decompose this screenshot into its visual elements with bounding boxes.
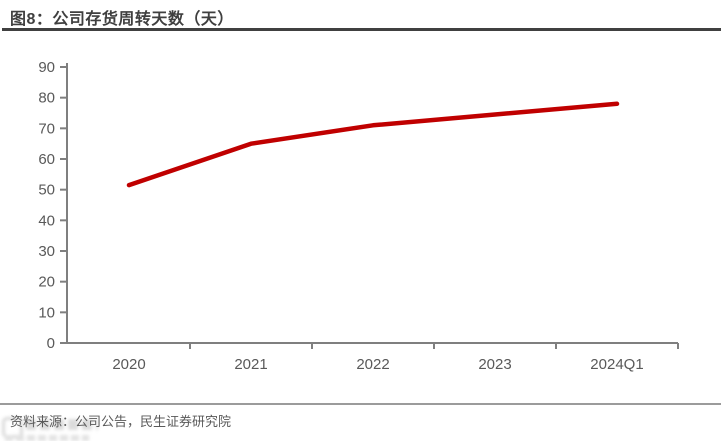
title-divider bbox=[2, 28, 721, 31]
source-note: 资料来源：公司公告，民生证券研究院 bbox=[10, 414, 232, 429]
y-tick-label: 70 bbox=[38, 120, 55, 137]
y-tick-label: 50 bbox=[38, 182, 55, 199]
x-tick-label: 2020 bbox=[112, 356, 145, 373]
data-line-inventory-days bbox=[126, 101, 620, 188]
x-tick-label: 2021 bbox=[234, 356, 267, 373]
y-tick-label: 0 bbox=[47, 335, 55, 352]
watermark bbox=[2, 416, 112, 441]
figure-title: 图8：公司存货周转天数（天） bbox=[10, 11, 234, 28]
x-tick-label: 2023 bbox=[478, 356, 511, 373]
y-tick-label: 30 bbox=[38, 243, 55, 260]
watermark-blur-text bbox=[5, 435, 89, 441]
y-tick-label: 10 bbox=[38, 304, 55, 321]
y-tick-label: 60 bbox=[38, 151, 55, 168]
y-tick-label: 80 bbox=[38, 90, 55, 107]
y-tick-label: 90 bbox=[38, 59, 55, 76]
footer-divider bbox=[0, 403, 721, 405]
y-tick-label: 40 bbox=[38, 212, 55, 229]
watermark-blur-text bbox=[26, 419, 98, 430]
y-tick-label: 20 bbox=[38, 274, 55, 291]
x-tick-label: 2022 bbox=[356, 356, 389, 373]
x-tick-label: 2024Q1 bbox=[590, 356, 643, 373]
